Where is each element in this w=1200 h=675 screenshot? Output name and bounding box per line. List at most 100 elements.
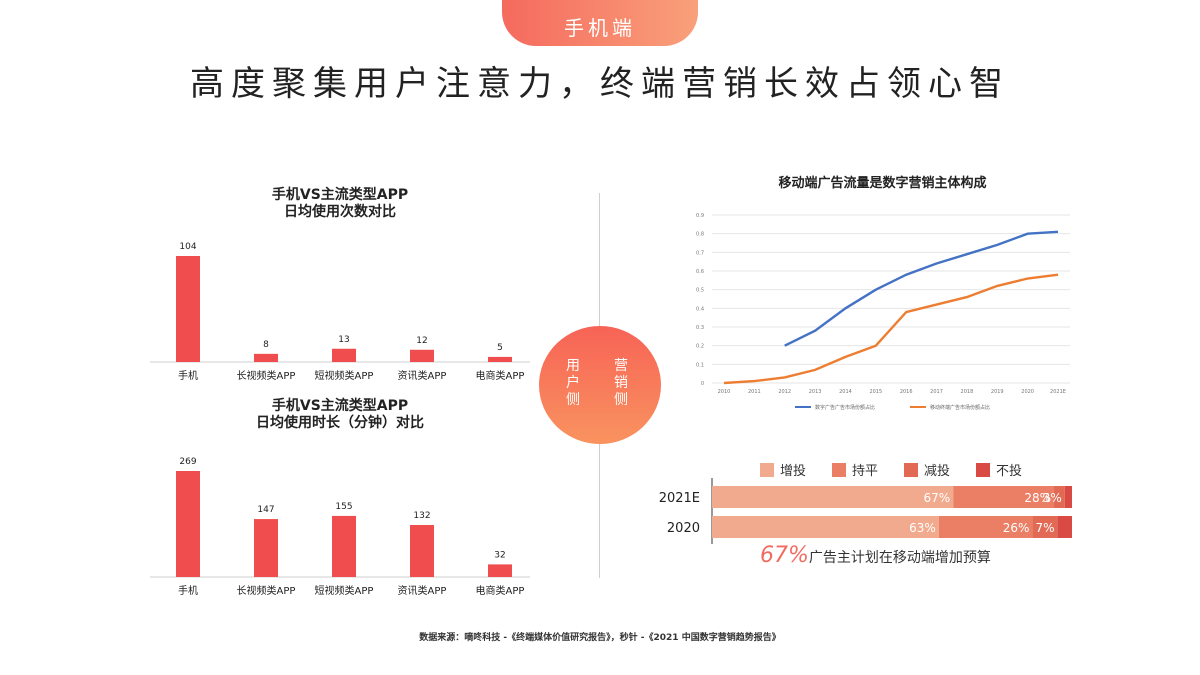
data-label: 269 <box>179 457 196 467</box>
legend-swatch <box>976 462 990 477</box>
survey-legend: 增投 持平 减投 不投 <box>760 460 1060 480</box>
tab-pill <box>502 0 698 46</box>
bar-segment <box>712 486 954 508</box>
legend-item: 减投 <box>904 460 950 479</box>
legend-label: 持平 <box>852 464 879 479</box>
bar-segment <box>1057 516 1072 538</box>
x-tick-label: 2014 <box>839 389 852 395</box>
survey-note: 67%广告主计划在移动端增加预算 <box>760 543 991 568</box>
legend-swatch <box>832 462 846 477</box>
y-tick-label: 0.7 <box>696 250 704 256</box>
data-label: 3% <box>1043 491 1062 505</box>
line-chart-title: 移动端广告流量是数字营销主体构成 <box>778 176 987 191</box>
x-tick-label: 2018 <box>961 389 974 395</box>
x-tick-label: 2021E <box>1050 389 1066 395</box>
bar <box>176 256 200 362</box>
legend-item: 持平 <box>832 460 878 479</box>
x-tick-label: 2019 <box>991 389 1004 395</box>
category-label: 长视频类APP <box>237 584 296 597</box>
data-label: 5 <box>497 343 503 353</box>
marketing-side-label: 营销侧 <box>614 358 628 408</box>
bar-segment <box>1064 486 1072 508</box>
legend-item: 不投 <box>976 460 1022 479</box>
center-circle-left <box>539 326 600 444</box>
y-tick-label: 0.4 <box>696 306 704 312</box>
legend-label: 减投 <box>924 464 951 479</box>
category-label: 手机 <box>178 584 198 597</box>
data-label: 32 <box>494 550 505 560</box>
data-label: 132 <box>413 511 430 521</box>
x-tick-label: 2020 <box>1021 389 1034 395</box>
tab-label: 手机端 <box>564 16 636 40</box>
bar <box>488 356 512 362</box>
bar-segment <box>953 486 1054 508</box>
survey-note-text: 广告主计划在移动端增加预算 <box>808 550 991 566</box>
category-label: 电商类APP <box>476 369 525 382</box>
data-label: 8 <box>263 340 269 350</box>
data-label: 63% <box>909 521 936 535</box>
bar <box>176 471 200 577</box>
data-label: 7% <box>1036 521 1055 535</box>
page-title: 高度聚集用户注意力，终端营销长效占领心智 <box>190 64 1010 104</box>
bar <box>332 348 356 362</box>
data-label: 155 <box>335 502 352 512</box>
x-tick-label: 2015 <box>869 389 882 395</box>
legend-label: 增投 <box>780 464 807 479</box>
y-tick-label: 0.9 <box>696 213 704 219</box>
center-circle-right <box>600 326 661 444</box>
bar <box>410 349 434 362</box>
bar-segment <box>712 516 939 538</box>
y-tick-label: 0.6 <box>696 269 704 275</box>
bar-segment <box>938 516 1033 538</box>
y-tick-label: 0.5 <box>696 288 704 294</box>
series-line <box>784 230 1059 347</box>
y-tick-label: 0.8 <box>696 232 704 238</box>
category-label: 资讯类APP <box>398 584 447 597</box>
category-label: 短视频类APP <box>315 584 374 597</box>
data-label: 28% <box>1024 491 1051 505</box>
category-label: 长视频类APP <box>237 369 296 382</box>
bar-segment <box>1054 486 1065 508</box>
line-chart: 0 0.1 0.2 0.3 0.4 0.5 0.6 0.7 0.8 0.9 2010 2011 2012… <box>696 213 1070 411</box>
bar <box>254 353 278 362</box>
bar <box>332 515 356 577</box>
bar-chart-2-title: 手机VS主流类型APP 日均使用时长（分钟）对比 <box>256 398 424 431</box>
data-label: 67% <box>924 491 951 505</box>
category-label: 短视频类APP <box>315 369 374 382</box>
x-tick-label: 2016 <box>900 389 913 395</box>
bar-chart-duration: 269 手机 147 长视频类APP 155 短视频类APP 132 资讯类APP 32 电商类A… <box>150 457 530 597</box>
category-label: 手机 <box>178 369 198 382</box>
data-label: 26% <box>1003 521 1030 535</box>
y-tick-label: 0.3 <box>696 325 704 331</box>
user-side-label: 用户侧 <box>566 358 580 408</box>
bar <box>410 524 434 577</box>
y-tick-label: 0 <box>701 381 704 387</box>
category-label: 2021E <box>659 491 700 506</box>
y-tick-label: 0.1 <box>696 362 704 368</box>
data-label: 13 <box>338 335 349 345</box>
series-line <box>723 273 1059 385</box>
bar-chart-1-title: 手机VS主流类型APP 日均使用次数对比 <box>271 187 409 220</box>
source-note: 数据来源：嘀咚科技 -《终端媒体价值研究报告》，秒针 -《2021 中国数字营销… <box>419 633 781 643</box>
data-label: 104 <box>179 242 196 252</box>
bar-segment <box>1032 516 1058 538</box>
x-tick-label: 2010 <box>718 389 731 395</box>
y-tick-label: 0.2 <box>696 344 704 350</box>
legend-swatch <box>904 462 918 477</box>
legend-swatch <box>760 462 774 477</box>
stacked-bar-chart: 2021E 67% 28%3% 2020 63% 26% 7% <box>659 478 1072 544</box>
category-label: 2020 <box>667 521 700 536</box>
survey-note-value: 67% <box>760 543 809 568</box>
legend-label: 移动终端广告市场份额占比 <box>930 404 990 411</box>
category-label: 资讯类APP <box>398 369 447 382</box>
x-tick-label: 2011 <box>748 389 761 395</box>
legend-label: 不投 <box>996 464 1023 479</box>
x-tick-label: 2012 <box>778 389 791 395</box>
bar <box>488 564 512 577</box>
legend-item: 增投 <box>760 460 806 479</box>
legend-label: 数字广告广告市场份额占比 <box>815 404 875 411</box>
x-tick-label: 2013 <box>809 389 822 395</box>
bar-chart-count: 104 手机 8 长视频类APP 13 短视频类APP 12 资讯类APP 5 电商类APP <box>150 242 530 382</box>
data-label: 12 <box>416 336 427 346</box>
data-label: 147 <box>257 505 274 515</box>
